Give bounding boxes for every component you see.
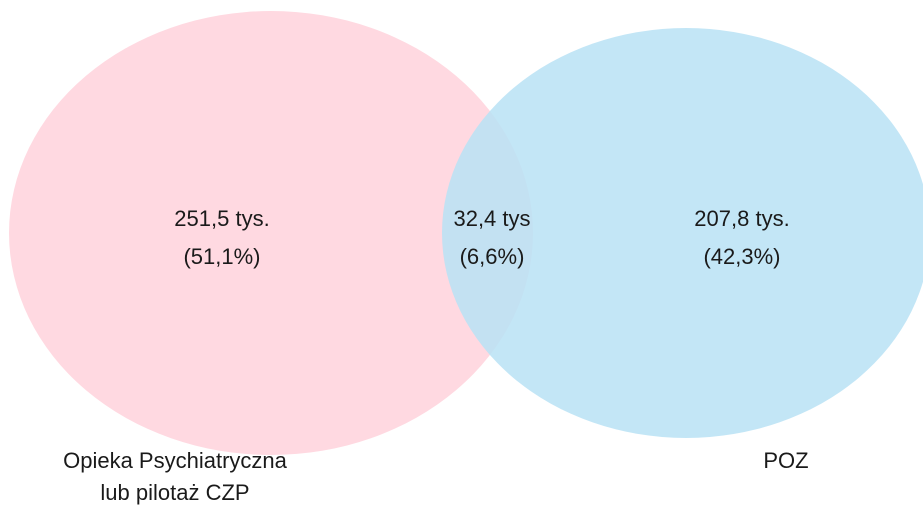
region-count: 251,5 tys. [174,206,269,231]
set-label: POZ [763,448,808,473]
region-count: 32,4 tys [453,206,530,231]
set-circle-left [9,11,533,455]
set-label: Opieka Psychiatryczna [63,448,288,473]
region-share: (42,3%) [703,244,780,269]
region-share: (6,6%) [460,244,525,269]
set-label: lub pilotaż CZP [100,480,249,505]
set-circle-right [442,28,923,438]
region-count: 207,8 tys. [694,206,789,231]
region-share: (51,1%) [183,244,260,269]
